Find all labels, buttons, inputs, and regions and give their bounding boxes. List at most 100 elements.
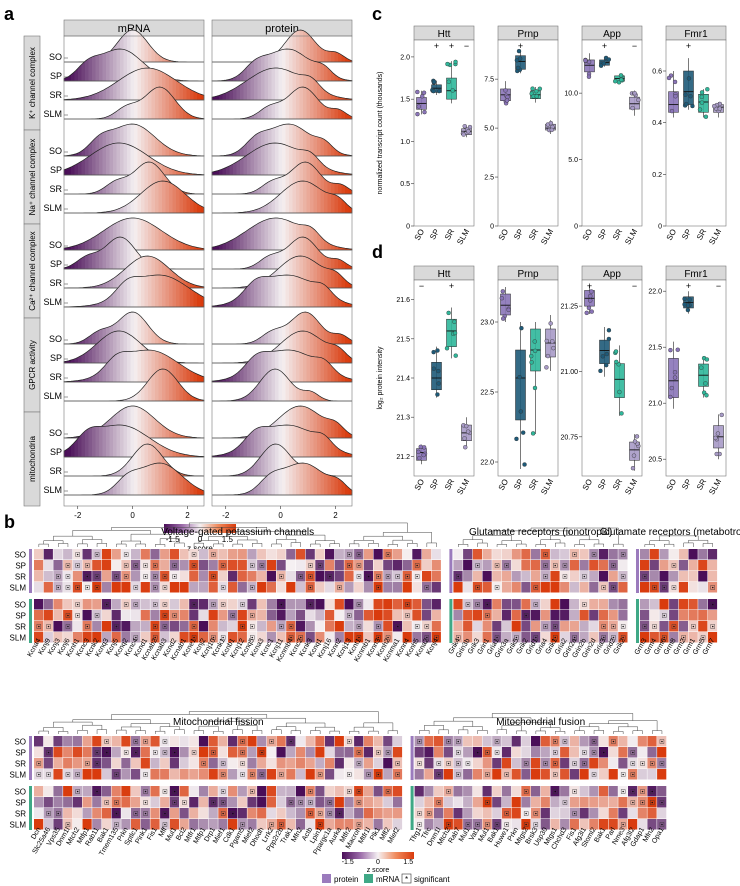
ridge-stripe (222, 425, 227, 457)
heat-cell (295, 808, 306, 819)
data-point (713, 435, 718, 441)
heat-cell (169, 621, 179, 632)
ridge-stripe (169, 463, 174, 495)
signif-box (582, 750, 587, 755)
heat-cell (688, 610, 698, 621)
ridge-stripe (113, 331, 118, 363)
ridge-stripe (219, 256, 224, 288)
heat-cell (121, 808, 131, 819)
signif-box (543, 761, 548, 766)
heat-cell (140, 549, 150, 560)
heat-cell (569, 736, 579, 747)
ridge-stripe (229, 312, 234, 344)
ridge-stripe (193, 237, 198, 269)
heat-cell (412, 582, 422, 593)
heat-cell (707, 632, 718, 643)
data-point (717, 106, 722, 111)
signif-dot (653, 625, 656, 628)
heat-cell (218, 747, 228, 758)
box-SP (599, 339, 610, 364)
signif-dot (661, 762, 663, 765)
ridge-stripe (229, 444, 234, 476)
ridge-stripe (289, 87, 294, 119)
heat-cell (589, 797, 599, 808)
ridge-stripe (183, 181, 188, 213)
ridge-stripe (141, 162, 146, 194)
ridge-fill (212, 218, 352, 250)
heat-cell (228, 769, 238, 780)
data-point (415, 89, 420, 95)
ridge-stripe (289, 312, 294, 344)
signif-box (94, 750, 100, 755)
ridge-stripe (179, 406, 184, 438)
ridge-stripe (71, 406, 76, 438)
signif-box (630, 800, 636, 805)
signif-dot (76, 790, 79, 793)
ridge-stripe (299, 30, 304, 62)
ridge-stripe (81, 87, 86, 119)
signif-box (36, 624, 42, 629)
ridge-stripe (95, 312, 100, 344)
y-tick-label: 0 (658, 224, 662, 231)
heat-cell (521, 560, 531, 571)
ridge-stripe (74, 49, 79, 81)
ridge-stripe (137, 218, 142, 250)
ridge-stripe (92, 49, 97, 81)
signif-dot (622, 773, 624, 776)
heat-cell (208, 582, 218, 593)
signif-box (424, 585, 430, 590)
ridge-stripe (151, 256, 156, 288)
signif-box (662, 613, 667, 618)
ridge-stripe (313, 425, 318, 457)
ridge-stripe (74, 312, 79, 344)
signif-box (405, 602, 410, 607)
heat-cell (492, 549, 502, 560)
heat-cell (579, 819, 589, 830)
ridge-stripe (219, 406, 224, 438)
signif-box (456, 772, 461, 777)
ridge-stripe (144, 218, 149, 250)
signif-box (691, 624, 696, 629)
signif-dot (290, 740, 292, 743)
heat-cell (160, 769, 170, 780)
ridge-stripe (296, 30, 301, 62)
signif-box (143, 563, 148, 568)
ridge-stripe (327, 162, 332, 194)
heat-cell (463, 632, 473, 643)
ridge-stripe (236, 68, 241, 100)
heat-cell (344, 621, 354, 632)
ridge-stripe (285, 181, 290, 213)
ridge-stripe (313, 30, 318, 62)
ridge-stripe (179, 463, 184, 495)
heat-cell (286, 808, 296, 819)
ridge-stripe (278, 237, 283, 269)
section-title: Voltage-gated potassium channels (161, 527, 314, 538)
heat-cell (53, 560, 63, 571)
ridge-curve (212, 180, 353, 214)
heat-cell (179, 769, 189, 780)
ridge-stripe (236, 463, 241, 495)
signif-box (162, 602, 168, 607)
ridge-stripe (317, 124, 322, 156)
ridge-stripe (95, 425, 100, 457)
ridge-stripe (247, 331, 252, 363)
heat-cell (472, 549, 482, 560)
ridge-stripe (282, 124, 287, 156)
ridge-stripe (292, 331, 297, 363)
ridge-stripe (327, 406, 332, 438)
signif-box (220, 811, 226, 816)
signif-dot (612, 625, 615, 628)
ridge-stripe (88, 87, 93, 119)
ridge-stripe (257, 124, 262, 156)
data-point (503, 88, 508, 93)
signif-box (153, 563, 158, 568)
ridge-stripe (271, 350, 276, 382)
ridge-stripe (345, 162, 350, 194)
ridge-stripe (144, 425, 149, 457)
data-point (614, 359, 619, 365)
heat-cell (72, 808, 82, 819)
data-point (548, 120, 554, 126)
signif-box (240, 602, 245, 607)
x-tick-label: SLM (707, 227, 723, 246)
signif-dot (241, 762, 244, 765)
